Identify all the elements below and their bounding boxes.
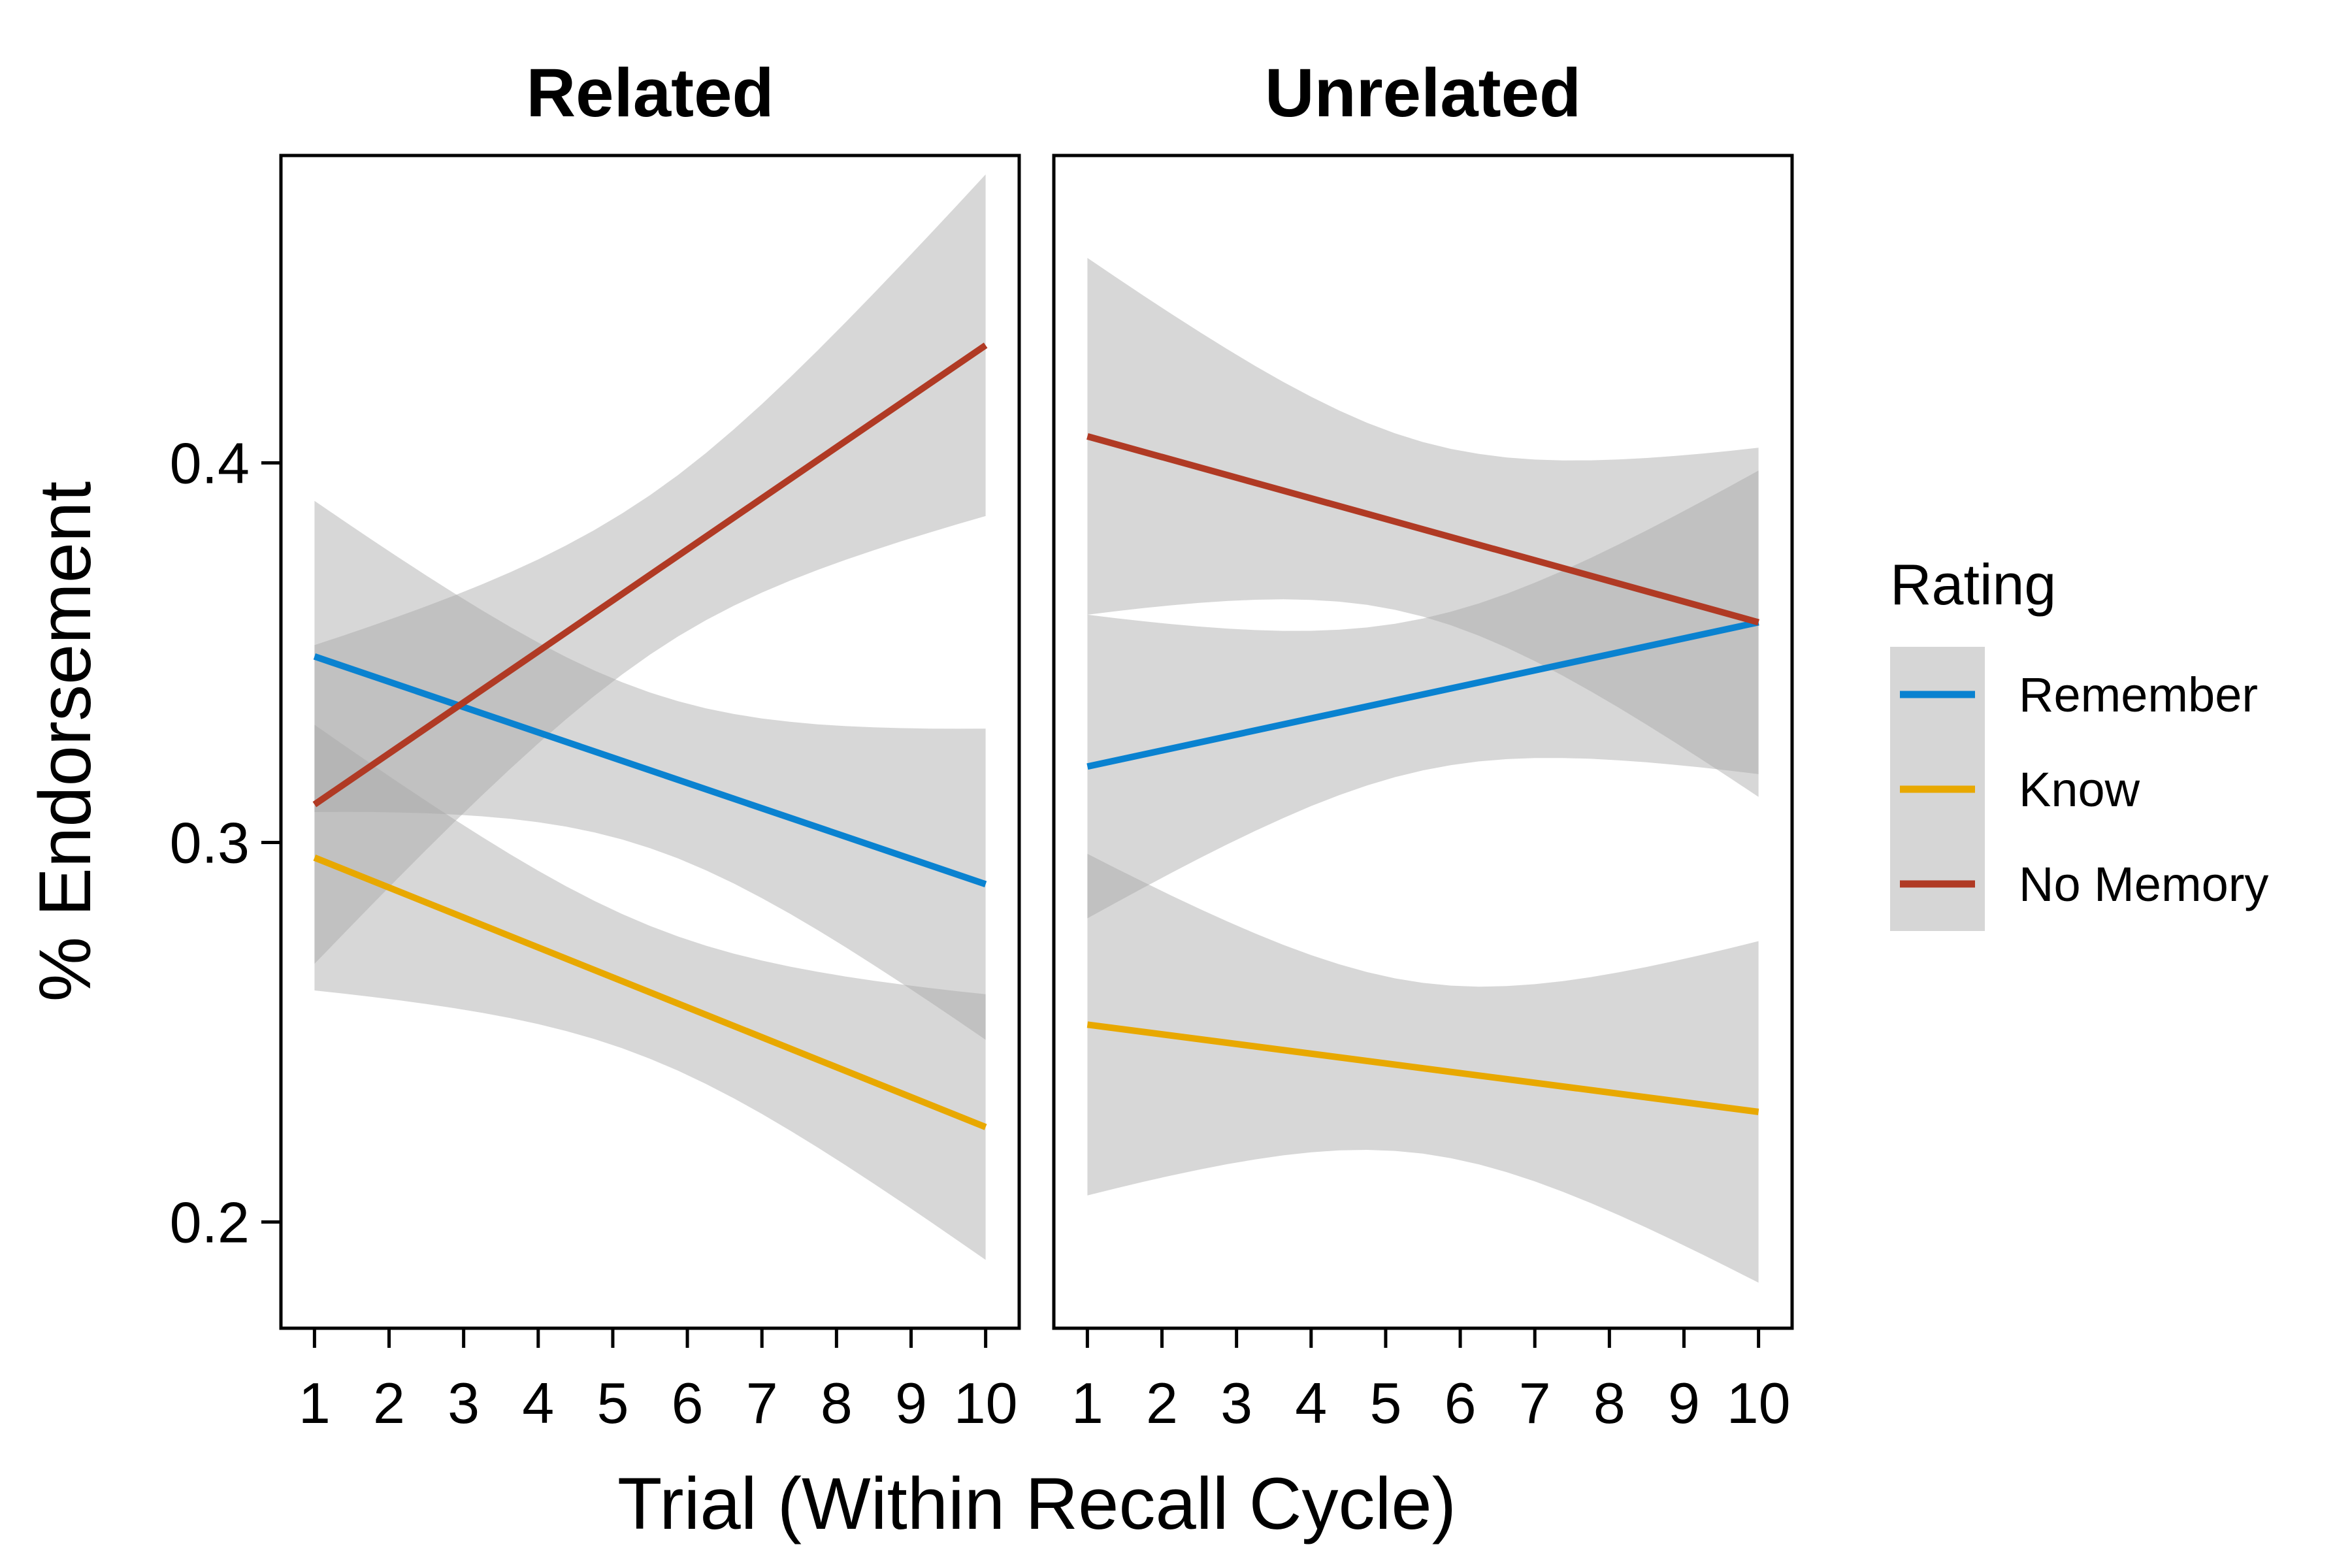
panel-related-x-axis: 1 2 3 4 5 6 7 8 9 10 [299,1328,1018,1435]
x-tick-label-related-5: 5 [596,1371,629,1435]
line-unrelated-no-memory [1086,433,1759,626]
x-tick-label-unrelated-5: 5 [1369,1371,1401,1435]
legend-label-know: Know [2019,762,2140,817]
y-axis-title: % Endorsement [24,482,106,1002]
ci-band-related-no-memory [314,174,986,964]
panel-related: Related 1 2 3 4 5 6 7 8 9 10 [279,55,1021,1435]
x-tick-label-unrelated-2: 2 [1146,1371,1178,1435]
panel-unrelated-border [1052,154,1794,1330]
line-related-remember [313,653,987,888]
x-axis-title: Trial (Within Recall Cycle) [617,1463,1456,1544]
legend-title: Rating [1890,552,2056,617]
facet-title-related: Related [526,55,774,131]
line-related-know [313,855,987,1130]
y-tick-label-0-2: 0.2 [170,1190,250,1254]
x-tick-label-unrelated-9: 9 [1668,1371,1700,1435]
x-tick-label-related-2: 2 [373,1371,405,1435]
legend-label-remember: Remember [2019,668,2258,722]
x-tick-label-unrelated-4: 4 [1295,1371,1327,1435]
line-unrelated-remember [1086,619,1759,770]
panel-unrelated-lines [1086,433,1759,1115]
x-tick-label-unrelated-7: 7 [1519,1371,1551,1435]
line-unrelated-know [1086,1021,1759,1115]
y-axis: 0.2 0.3 0.4 [170,431,281,1254]
y-tick-label-0-3: 0.3 [170,810,250,875]
x-tick-label-related-9: 9 [895,1371,927,1435]
x-tick-label-related-7: 7 [746,1371,778,1435]
x-tick-label-related-10: 10 [954,1371,1018,1435]
panel-unrelated: Unrelated 1 2 3 4 5 6 7 8 9 10 [1052,55,1794,1435]
x-tick-label-related-4: 4 [522,1371,554,1435]
x-tick-label-unrelated-6: 6 [1445,1371,1477,1435]
panel-related-border [279,154,1021,1330]
x-tick-label-unrelated-3: 3 [1220,1371,1252,1435]
y-tick-label-0-4: 0.4 [170,431,250,496]
x-tick-label-related-3: 3 [448,1371,480,1435]
panel-related-lines [312,342,988,1130]
x-tick-label-related-8: 8 [821,1371,853,1435]
x-tick-label-unrelated-10: 10 [1727,1371,1791,1435]
x-tick-label-unrelated-1: 1 [1071,1371,1103,1435]
x-tick-label-related-1: 1 [299,1371,331,1435]
legend-items: Remember Know No Memory [1900,668,2268,911]
x-tick-label-related-6: 6 [672,1371,704,1435]
line-related-no-memory [312,342,988,808]
legend-label-no-memory: No Memory [2019,857,2268,911]
facet-title-unrelated: Unrelated [1265,55,1581,131]
panel-unrelated-x-axis: 1 2 3 4 5 6 7 8 9 10 [1071,1328,1791,1435]
legend: Rating Remember Know No Memory [1890,552,2268,931]
x-tick-label-unrelated-8: 8 [1593,1371,1625,1435]
